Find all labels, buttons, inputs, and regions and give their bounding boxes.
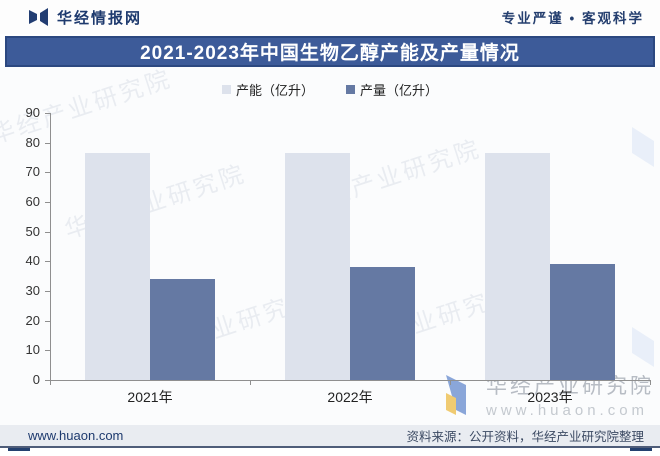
capacity-bar-2022年 <box>285 153 350 380</box>
x-axis-label: 2022年 <box>327 389 373 405</box>
footer-site-url: www.huaon.com <box>28 428 124 443</box>
y-axis-label: 0 <box>32 372 40 387</box>
y-axis-tick <box>45 231 50 233</box>
x-axis-label: 2021年 <box>127 389 173 405</box>
capacity-bar-2023年 <box>485 153 550 380</box>
legend-label: 产能（亿升） <box>235 83 314 98</box>
x-axis-tick <box>250 380 251 385</box>
header-slogan: 专业严谨 • 客观科学 <box>501 11 644 26</box>
title-banner: 2021-2023年中国生物乙醇产能及产量情况 <box>5 36 655 67</box>
y-axis-label: 10 <box>25 342 40 358</box>
logo-watermark-icon <box>632 327 654 367</box>
y-axis-tick <box>45 291 50 292</box>
output-bar-2021年 <box>150 279 215 380</box>
y-axis-tick <box>45 261 50 263</box>
bottom-right-dash <box>630 447 652 451</box>
header-bar: 华经情报网 专业严谨 • 客观科学 <box>0 0 660 34</box>
y-axis-line <box>50 113 51 380</box>
huaon-logo-icon <box>446 374 466 415</box>
x-axis-tick <box>50 380 51 385</box>
y-axis-tick <box>45 142 50 144</box>
x-axis-label: 2023年 <box>527 389 573 405</box>
legend-item-capacity: 产能（亿升） <box>221 80 314 99</box>
chart-legend: 产能（亿升） 产量（亿升） <box>0 80 660 99</box>
legend-swatch-output <box>346 85 355 94</box>
logo-watermark-icon <box>632 127 654 167</box>
y-axis-tick <box>45 320 50 322</box>
y-axis-tick <box>45 172 50 174</box>
capacity-bar-2021年 <box>85 153 150 380</box>
legend-swatch-capacity <box>221 85 231 94</box>
y-axis-tick <box>45 350 50 352</box>
legend-item-output: 产量（亿升） <box>346 80 438 99</box>
watermark-site: www.huaon.com <box>486 402 649 419</box>
y-axis-tick <box>45 202 50 203</box>
y-axis-label: 80 <box>25 134 40 150</box>
footer-bar: www.huaon.com 资料来源：公开资料，华经产业研究院整理 <box>0 425 660 448</box>
y-axis-label: 70 <box>25 164 40 180</box>
footer-source: 资料来源：公开资料，华经产业研究院整理 <box>406 430 644 444</box>
y-axis-tick <box>45 380 50 381</box>
huajing-logo-icon <box>29 8 48 26</box>
bottom-left-dash <box>8 447 30 451</box>
y-axis-label: 20 <box>25 312 40 328</box>
chart-area: 华经产业研究院 华经产业研究院 华经产业研究院 华经产业研究院 华经产业研究院 … <box>0 65 660 425</box>
chart-title: 2021-2023年中国生物乙醇产能及产量情况 <box>140 43 520 64</box>
output-bar-2022年 <box>350 267 415 380</box>
x-axis-line <box>50 380 651 381</box>
y-axis-label: 50 <box>25 223 40 239</box>
y-axis-tick <box>45 113 50 114</box>
brand: 华经情报网 <box>28 7 142 28</box>
brand-name: 华经情报网 <box>57 9 143 27</box>
x-axis-tick <box>650 380 651 385</box>
y-axis-label: 40 <box>25 253 40 269</box>
y-axis-label: 30 <box>25 283 40 298</box>
legend-label: 产量（亿升） <box>360 83 439 98</box>
output-bar-2023年 <box>550 264 615 380</box>
y-axis-label: 90 <box>25 105 40 120</box>
y-axis-label: 60 <box>25 194 40 209</box>
x-axis-tick <box>450 380 451 385</box>
